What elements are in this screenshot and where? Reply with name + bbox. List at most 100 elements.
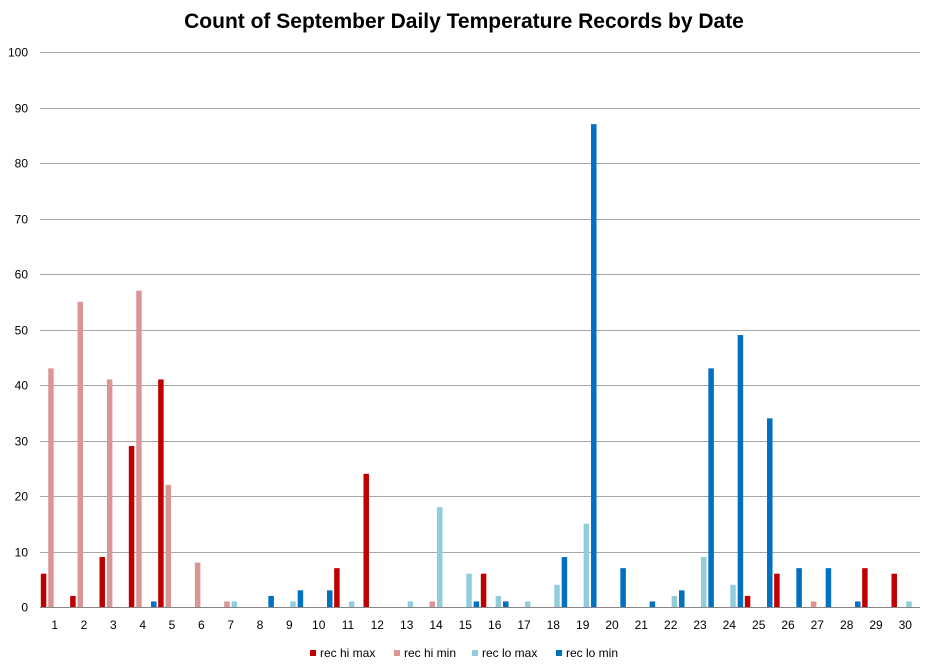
bar-rec-hi-min-day-4 [136, 290, 142, 607]
bar-rec-lo-max-day-18 [554, 584, 560, 607]
bar-rec-hi-min-day-1 [48, 368, 54, 607]
x-tick-label: 28 [840, 618, 854, 632]
bar-rec-hi-max-day-26 [774, 573, 780, 607]
legend-swatch [556, 650, 562, 656]
bar-rec-hi-max-day-29 [862, 568, 868, 607]
bar-rec-lo-min-day-19 [591, 124, 597, 608]
x-tick-label: 5 [169, 618, 176, 632]
x-tick-label: 3 [110, 618, 117, 632]
bar-rec-lo-max-day-16 [495, 595, 502, 607]
x-tick-label: 13 [400, 618, 414, 632]
x-tick-label: 21 [635, 618, 649, 632]
bar-rec-lo-min-day-23 [708, 368, 714, 607]
y-tick-label: 10 [15, 546, 29, 560]
bar-rec-hi-min-day-3 [106, 379, 113, 607]
bar-rec-lo-max-day-22 [671, 595, 678, 607]
bar-rec-hi-max-day-12 [363, 473, 369, 607]
x-axis-ticks: 1 2 3 4 5 6 7 8 9 10 11 12 13 14 15 16 17 18 19 20 21 22 23 24 2… [51, 618, 912, 632]
legend-label: rec lo min [566, 646, 618, 660]
bar-rec-hi-max-day-1 [40, 573, 47, 607]
x-tick-label: 10 [312, 618, 326, 632]
x-tick-label: 26 [781, 618, 795, 632]
x-tick-label: 19 [576, 618, 590, 632]
legend-swatch [394, 650, 400, 656]
bar-rec-lo-max-day-9 [290, 601, 296, 607]
y-axis-ticks: 0 10 20 30 40 50 60 70 80 90 100 [8, 46, 28, 615]
bar-rec-lo-min-day-15 [473, 601, 480, 607]
bar-rec-lo-max-day-11 [348, 601, 355, 607]
bar-rec-hi-min-day-27 [810, 601, 817, 607]
y-tick-label: 40 [15, 379, 29, 393]
bar-rec-lo-min-day-9 [297, 590, 304, 607]
x-tick-label: 9 [286, 618, 293, 632]
bar-rec-hi-min-day-5 [165, 484, 172, 607]
y-tick-label: 20 [15, 490, 29, 504]
bar-rec-lo-max-day-13 [407, 601, 414, 607]
x-tick-label: 18 [547, 618, 561, 632]
x-tick-label: 8 [257, 618, 264, 632]
x-tick-label: 7 [227, 618, 234, 632]
bar-rec-lo-min-day-28 [855, 601, 861, 607]
bar-rec-lo-max-day-24 [730, 584, 736, 607]
x-tick-label: 24 [723, 618, 737, 632]
bar-rec-hi-min-day-7 [224, 601, 230, 607]
legend-label: rec hi min [404, 646, 456, 660]
x-tick-label: 14 [429, 618, 443, 632]
bar-rec-lo-min-day-8 [268, 595, 274, 607]
bar-rec-hi-min-day-6 [194, 562, 201, 607]
x-tick-label: 15 [459, 618, 473, 632]
bar-rec-hi-max-day-4 [128, 446, 135, 607]
x-tick-label: 25 [752, 618, 766, 632]
x-tick-label: 4 [139, 618, 146, 632]
x-tick-label: 30 [899, 618, 913, 632]
x-tick-label: 17 [517, 618, 531, 632]
bar-rec-hi-max-day-11 [334, 568, 340, 607]
bar-rec-lo-min-day-4 [151, 601, 157, 607]
bar-rec-hi-max-day-25 [744, 595, 751, 607]
bar-rec-lo-min-day-10 [327, 590, 333, 607]
y-tick-label: 100 [8, 46, 28, 60]
bar-rec-lo-max-day-30 [906, 601, 912, 607]
bar-rec-lo-min-day-25 [767, 418, 773, 607]
x-tick-label: 29 [869, 618, 883, 632]
legend-swatch [310, 650, 316, 656]
legend-label: rec hi max [320, 646, 375, 660]
legend-swatch [472, 650, 478, 656]
x-tick-label: 16 [488, 618, 502, 632]
bars [40, 124, 912, 608]
bar-rec-lo-min-day-22 [679, 590, 685, 607]
bar-rec-lo-min-day-20 [620, 568, 626, 607]
bar-rec-lo-max-day-17 [524, 601, 531, 607]
bar-rec-lo-max-day-7 [231, 601, 238, 607]
legend: rec hi max rec hi min rec lo max rec lo min [310, 646, 618, 660]
chart-title: Count of September Daily Temperature Rec… [184, 10, 744, 33]
y-tick-label: 80 [15, 157, 29, 171]
y-tick-label: 50 [15, 324, 29, 338]
x-tick-label: 20 [605, 618, 619, 632]
bar-rec-lo-min-day-16 [503, 601, 509, 607]
bar-rec-lo-max-day-15 [466, 573, 472, 607]
y-tick-label: 0 [21, 601, 28, 615]
y-tick-label: 30 [15, 435, 29, 449]
y-tick-label: 70 [15, 213, 29, 227]
bar-rec-hi-max-day-2 [70, 595, 76, 607]
y-tick-label: 90 [15, 102, 29, 116]
bar-rec-lo-max-day-19 [583, 523, 590, 607]
bar-rec-lo-min-day-27 [825, 568, 832, 607]
x-tick-label: 12 [371, 618, 385, 632]
bar-rec-lo-min-day-18 [561, 557, 568, 607]
bar-rec-lo-max-day-23 [700, 557, 707, 607]
bar-rec-hi-max-day-5 [158, 379, 164, 607]
bar-rec-lo-min-day-24 [737, 335, 744, 607]
x-tick-label: 6 [198, 618, 205, 632]
bar-rec-hi-max-day-16 [480, 573, 487, 607]
gridlines [40, 52, 920, 608]
x-tick-label: 2 [81, 618, 88, 632]
x-tick-label: 23 [693, 618, 707, 632]
bar-rec-hi-max-day-30 [891, 573, 897, 607]
bar-rec-hi-max-day-3 [99, 557, 105, 607]
bar-rec-hi-min-day-2 [77, 301, 84, 607]
bar-rec-lo-min-day-21 [649, 601, 656, 607]
x-tick-label: 11 [342, 618, 355, 632]
